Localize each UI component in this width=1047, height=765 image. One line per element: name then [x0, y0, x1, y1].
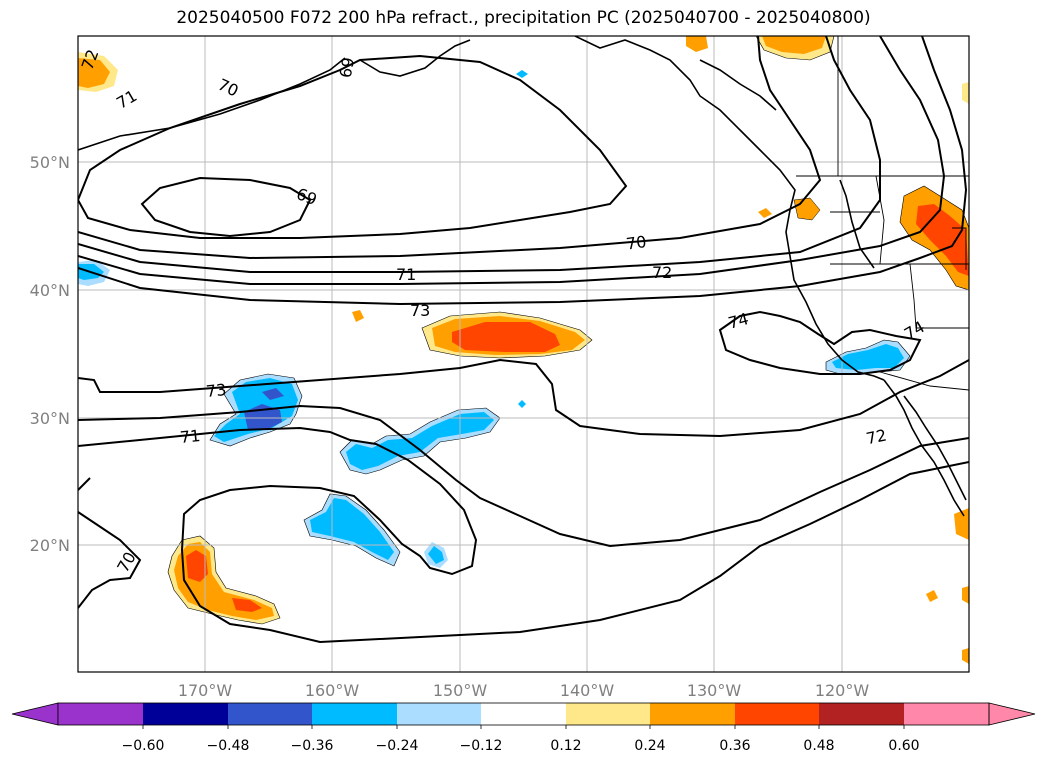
lon-label: 170°W	[178, 681, 233, 700]
contour-label: 72	[652, 263, 672, 282]
colorbar-tick-label: −0.12	[460, 738, 503, 754]
colorbar-tick-label: −0.36	[291, 738, 334, 754]
map-plot-area: 72 71 70 69 69 70 71 72 73 73 71 70 74 7…	[78, 36, 969, 672]
political-borders	[796, 36, 969, 391]
refractivity-contours	[78, 36, 969, 644]
contour-label: 74	[726, 309, 751, 333]
colorbar-tick-label: 0.60	[888, 738, 919, 754]
contour-74	[718, 310, 922, 375]
colorbar-extend-low	[11, 702, 59, 726]
lat-label: 50°N	[30, 153, 70, 172]
contour-69	[140, 176, 312, 238]
lat-label: 40°N	[30, 281, 70, 300]
colorbar-segment	[312, 703, 397, 725]
colorbar-tick-label: 0.24	[634, 738, 665, 754]
colorbar-tick-label: 0.12	[550, 738, 581, 754]
colorbar-segment	[650, 703, 735, 725]
contour-73-south	[78, 358, 969, 438]
lon-label: 130°W	[687, 681, 742, 700]
colorbar-segment	[58, 703, 143, 725]
colorbar-segment	[566, 703, 650, 725]
contour-70-south	[78, 511, 142, 609]
contour-label: 71	[179, 426, 201, 447]
lat-label: 30°N	[30, 409, 70, 428]
colorbar-tick-label: −0.24	[376, 738, 419, 754]
colorbar-segment	[819, 703, 904, 725]
contour-72-south	[78, 426, 969, 644]
lon-label: 150°W	[433, 681, 488, 700]
lon-label: 160°W	[305, 681, 360, 700]
colorbar-tick-label: −0.60	[122, 738, 165, 754]
colorbar-extend-high	[988, 702, 1036, 726]
lon-labels: 170°W 160°W 150°W 140°W 130°W 120°W	[178, 681, 870, 700]
colorbar-segment	[904, 703, 989, 725]
colorbar-segment	[143, 703, 228, 725]
colorbar-tick-label: 0.36	[719, 738, 750, 754]
precip-positive-areas	[78, 36, 969, 664]
contour-label: 70	[625, 232, 648, 254]
colorbar-tick-label: −0.48	[207, 738, 250, 754]
colorbar-segment	[481, 703, 566, 725]
map-title: 2025040500 F072 200 hPa refract., precip…	[176, 8, 871, 28]
contour-73-north	[78, 36, 968, 306]
lon-label: 120°W	[815, 681, 870, 700]
contour-label: 73	[410, 301, 430, 320]
map-gridlines	[78, 36, 969, 672]
colorbar: −0.60 −0.48 −0.36 −0.24 −0.12 0.12 0.24 …	[11, 702, 1036, 754]
lon-label: 140°W	[560, 681, 615, 700]
contour-71-north	[78, 36, 881, 273]
colorbar-segment	[735, 703, 819, 725]
lat-labels: 50°N 40°N 30°N 20°N	[30, 153, 70, 555]
contour-label: 73	[205, 380, 227, 401]
contour-71-south	[78, 404, 969, 548]
map-frame	[77, 35, 970, 673]
contour-label: 69	[336, 56, 358, 79]
contour-70-east	[78, 36, 822, 260]
colorbar-tick-label: 0.48	[803, 738, 834, 754]
lat-label: 20°N	[30, 536, 70, 555]
colorbar-segment	[228, 703, 312, 725]
contour-70-north	[78, 54, 628, 239]
contour-72-north	[78, 36, 946, 285]
contour-label: 71	[396, 265, 416, 284]
colorbar-segment	[397, 703, 481, 725]
contour-label: 72	[864, 425, 888, 448]
